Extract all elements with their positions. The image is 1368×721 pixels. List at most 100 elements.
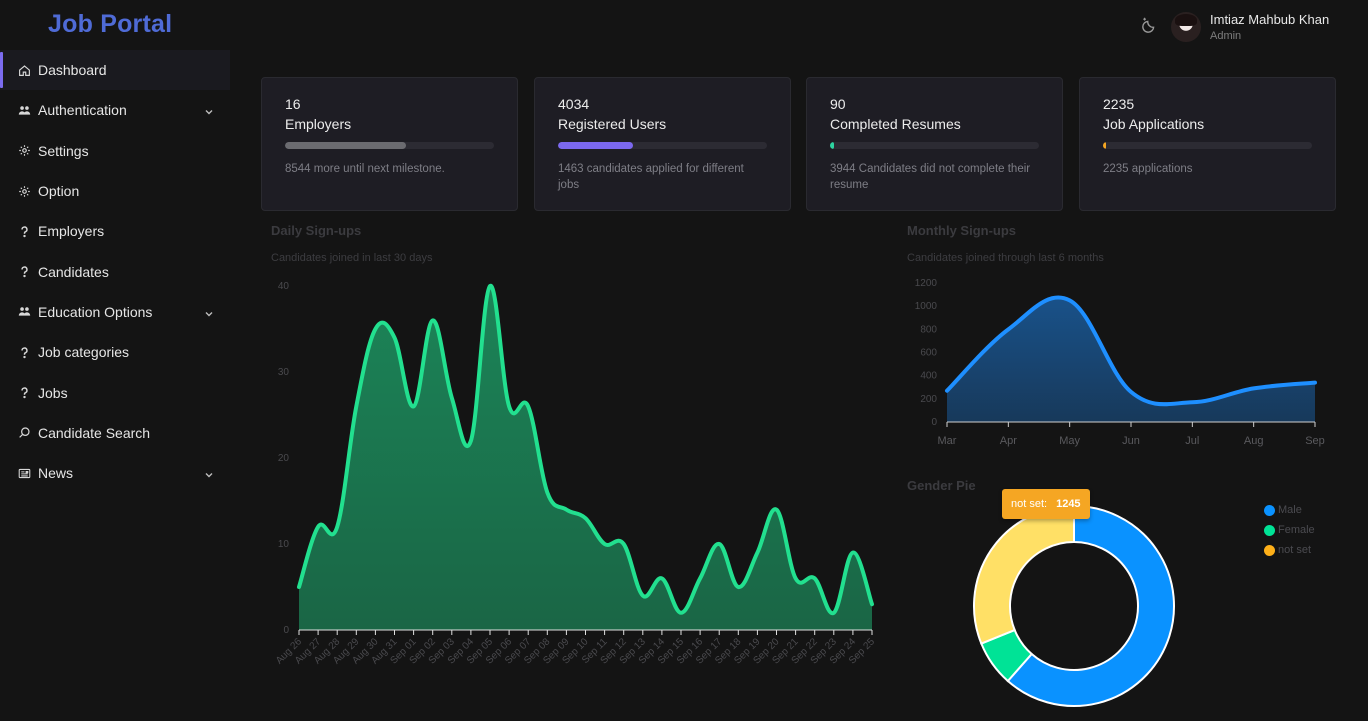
data-point[interactable] — [716, 541, 722, 547]
avatar[interactable] — [1171, 12, 1201, 42]
legend-dot — [1264, 524, 1275, 536]
data-point[interactable] — [1128, 389, 1134, 395]
monthly-signups-subtitle: Candidates joined through last 6 months — [907, 252, 1104, 264]
data-point[interactable] — [544, 489, 550, 495]
legend-item-male[interactable]: Male — [1264, 500, 1315, 520]
data-point[interactable] — [793, 575, 799, 581]
y-tick-label: 0 — [283, 625, 289, 636]
sidebar-item-candidates[interactable]: Candidates — [0, 251, 230, 291]
data-point[interactable] — [735, 584, 741, 590]
y-tick-label: 1200 — [915, 278, 938, 289]
theme-toggle-moon-icon[interactable] — [1141, 16, 1159, 34]
data-point[interactable] — [449, 395, 455, 401]
data-point[interactable] — [774, 507, 780, 513]
data-point[interactable] — [1067, 297, 1073, 303]
data-point[interactable] — [754, 550, 760, 556]
chevron-down-icon[interactable] — [204, 467, 214, 478]
data-point[interactable] — [1251, 385, 1257, 391]
legend-item-not-set[interactable]: not set — [1264, 540, 1315, 560]
sidebar-item-news[interactable]: News — [0, 453, 230, 493]
x-tick-label: May — [1059, 435, 1080, 447]
x-tick-label: Jun — [1122, 435, 1140, 447]
card-note: 1463 candidates applied for different jo… — [558, 163, 744, 191]
x-tick-label: Mar — [938, 435, 957, 447]
sidebar-item-label: Employers — [38, 223, 105, 240]
progress-bar — [285, 142, 494, 149]
sidebar-item-label: Candidates — [38, 263, 109, 280]
data-point[interactable] — [697, 575, 703, 581]
home-icon — [17, 63, 31, 77]
sidebar-item-jobs[interactable]: Jobs — [0, 372, 230, 412]
legend-item-female[interactable]: Female — [1264, 520, 1315, 540]
sidebar-item-candidate-search[interactable]: Candidate Search — [0, 413, 230, 453]
data-point[interactable] — [525, 403, 531, 409]
chevron-down-icon[interactable] — [204, 306, 214, 317]
data-point[interactable] — [506, 403, 512, 409]
data-point[interactable] — [1189, 399, 1195, 405]
data-point[interactable] — [468, 438, 474, 444]
sidebar-item-settings[interactable]: Settings — [0, 131, 230, 171]
sidebar-item-option[interactable]: Option — [0, 171, 230, 211]
data-point[interactable] — [430, 317, 436, 323]
data-point[interactable] — [640, 593, 646, 599]
card-value: 2235 — [1103, 96, 1135, 112]
y-tick-label: 1000 — [915, 301, 938, 312]
legend-label: Female — [1278, 524, 1315, 536]
data-point[interactable] — [831, 610, 837, 616]
brand-logo[interactable]: Job Portal — [48, 10, 173, 38]
pie-slice-male[interactable] — [1006, 504, 1175, 707]
data-point[interactable] — [296, 584, 302, 590]
user-name[interactable]: Imtiaz Mahbub Khan — [1210, 12, 1330, 27]
sidebar-item-employers[interactable]: Employers — [0, 211, 230, 251]
x-tick-label: Aug — [1244, 435, 1264, 447]
y-tick-label: 400 — [920, 371, 937, 382]
sidebar-item-label: Jobs — [38, 384, 68, 401]
data-point[interactable] — [944, 388, 950, 394]
data-point[interactable] — [1312, 380, 1318, 386]
stat-card-registered-users: 4034 Registered Users 1463 candidates appl… — [534, 77, 791, 211]
sidebar-item-dashboard[interactable]: Dashboard — [0, 50, 230, 91]
data-point[interactable] — [850, 550, 856, 556]
y-tick-label: 600 — [920, 348, 937, 359]
data-point[interactable] — [678, 610, 684, 616]
data-point[interactable] — [659, 575, 665, 581]
sidebar-item-education-options[interactable]: Education Options — [0, 292, 230, 332]
chevron-down-icon[interactable] — [204, 104, 214, 115]
data-point[interactable] — [315, 524, 321, 530]
monthly-signups-chart[interactable]: 0 200 400 600 800 1000 1200 Mar Apr May Jun Jul Aug S… — [900, 270, 1340, 460]
monthly-signups-title: Monthly Sign-ups — [907, 223, 1017, 238]
sidebar-item-job-categories[interactable]: Job categories — [0, 332, 230, 372]
legend-dot — [1264, 544, 1275, 556]
data-point[interactable] — [487, 283, 493, 289]
y-tick-label: 40 — [278, 281, 290, 292]
stat-card-job-applications: 2235 Job Applications 2235 applications — [1079, 77, 1336, 211]
data-point[interactable] — [411, 403, 417, 409]
data-point[interactable] — [869, 601, 875, 607]
stat-card-completed-resumes: 90 Completed Resumes 3944 Candidates did n… — [806, 77, 1063, 211]
question-icon — [17, 386, 31, 400]
data-point[interactable] — [334, 524, 340, 530]
data-point[interactable] — [392, 335, 398, 341]
card-value: 90 — [830, 96, 846, 112]
y-tick-label: 200 — [920, 394, 937, 405]
data-point[interactable] — [372, 326, 378, 332]
y-tick-label: 10 — [278, 539, 290, 550]
card-value: 4034 — [558, 96, 590, 112]
data-point[interactable] — [812, 575, 818, 581]
data-point[interactable] — [621, 541, 627, 547]
data-point[interactable] — [353, 403, 359, 409]
gender-pie-chart[interactable] — [960, 492, 1190, 721]
sidebar-item-label: Education Options — [38, 303, 153, 320]
data-point[interactable] — [563, 507, 569, 513]
data-point[interactable] — [1005, 326, 1011, 332]
data-point[interactable] — [602, 541, 608, 547]
progress-bar — [1103, 142, 1312, 149]
pie-slice-not-set[interactable] — [973, 504, 1075, 645]
legend-label: Male — [1278, 504, 1302, 516]
sidebar-item-label: Settings — [38, 142, 89, 159]
progress-fill — [1103, 142, 1107, 149]
sidebar-item-authentication[interactable]: Authentication — [0, 90, 230, 130]
x-tick-label: Jul — [1185, 435, 1199, 447]
data-point[interactable] — [583, 515, 589, 521]
